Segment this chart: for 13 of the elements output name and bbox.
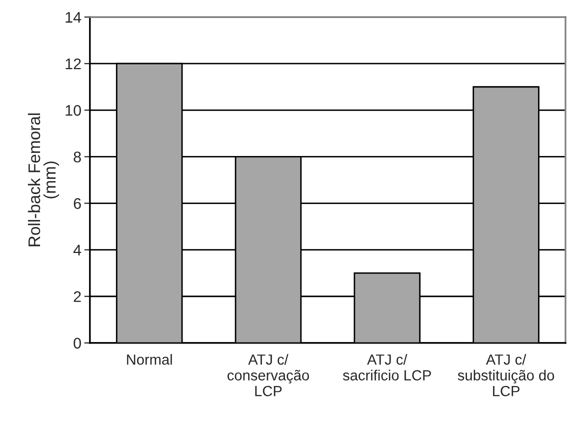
y-tick-label: 12 [66, 58, 81, 70]
y-tick-label: 14 [66, 12, 82, 23]
x-tick-label: ATJ c/ sacrificio LCP [342, 354, 431, 380]
y-axis-title: Roll-back Femoral (mm) [28, 113, 60, 246]
y-tick-label: 2 [74, 291, 81, 302]
x-tick-label: ATJ c/ conservação LCP [228, 354, 309, 396]
y-tick-label: 4 [73, 244, 82, 256]
x-tick-label: Normal [127, 354, 172, 365]
x-tick-label: ATJ c/ substituição do LCP [458, 354, 554, 396]
y-tick-label: 0 [74, 338, 81, 349]
y-tick-label: 8 [74, 152, 81, 162]
y-tick-label: 6 [74, 198, 81, 209]
y-tick-label: 10 [66, 105, 81, 116]
